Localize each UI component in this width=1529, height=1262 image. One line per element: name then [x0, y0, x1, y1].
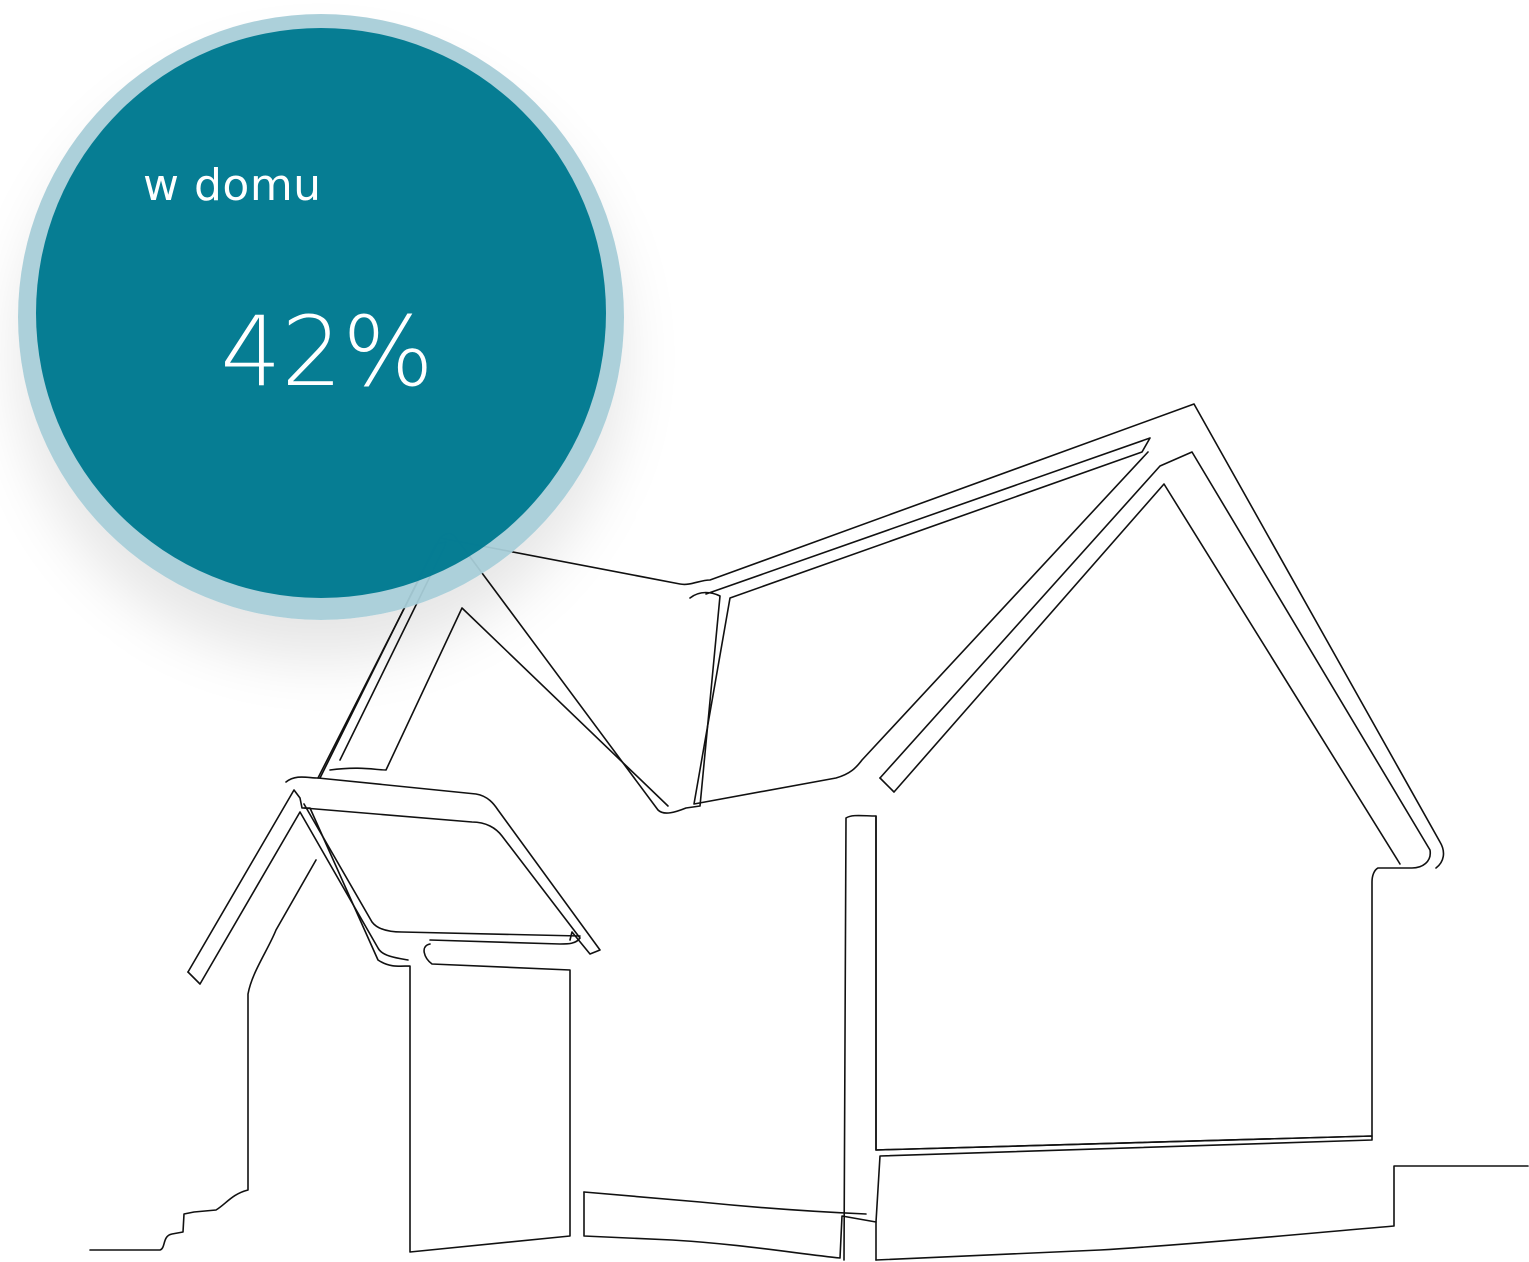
stat-value: 42%	[220, 296, 434, 408]
front-gable-roof-inner	[303, 807, 581, 945]
ground-line-left	[89, 859, 317, 1251]
ground-line-right	[875, 1165, 1529, 1261]
front-gable-roof-top	[285, 776, 601, 955]
front-porch-step	[583, 1191, 877, 1261]
center-roof-lower	[693, 437, 1151, 805]
front-gable-outer	[187, 789, 571, 1253]
front-porch-top	[583, 1191, 867, 1215]
front-gable-trim	[187, 811, 409, 985]
stat-label: w domu	[143, 160, 322, 211]
right-gable-trim	[879, 483, 1401, 865]
front-gable-roof-edge	[303, 803, 581, 937]
center-roof-ridge	[439, 403, 1445, 869]
stat-badge: w domu 42%	[18, 14, 624, 620]
right-gable-left-strip	[875, 451, 1432, 1151]
stat-badge-inner	[36, 28, 606, 598]
main-house-left-wall	[843, 814, 1373, 1261]
left-gable-roof-inner	[329, 607, 669, 807]
